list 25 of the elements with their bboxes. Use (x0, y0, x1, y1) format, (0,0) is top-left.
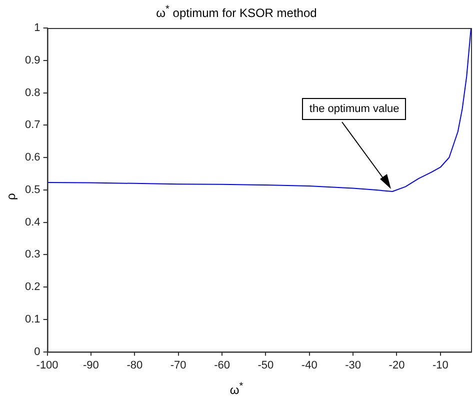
y-tick-label: 1 (34, 22, 40, 34)
y-tick-label: 0.1 (24, 313, 40, 326)
y-tick-label: 0.8 (24, 86, 40, 99)
x-tick-label: -30 (345, 359, 362, 372)
y-tick-label: 0.7 (24, 119, 40, 132)
y-tick-label: 0.6 (24, 152, 40, 164)
x-axis-title: ω$^{*}$ (228, 381, 244, 397)
y-axis-title: ρ (4, 193, 18, 200)
x-tick-label: -40 (301, 359, 318, 372)
x-tick-label: -80 (126, 359, 143, 372)
chart-title: ω$^{*}$ optimum for KSOR method (155, 4, 318, 20)
x-tick-label: -100 (36, 359, 58, 372)
x-tick-label: -10 (432, 359, 448, 372)
x-tick-label: -50 (258, 359, 274, 372)
y-tick-label: 0.3 (24, 248, 40, 261)
x-tick-label: -70 (170, 359, 186, 372)
annotation: the optimum value (302, 98, 406, 120)
y-tick-label: 0.2 (24, 281, 40, 294)
x-tick-label: -20 (388, 359, 405, 372)
y-tick-label: 0.9 (24, 54, 40, 66)
x-tick-label: -90 (83, 359, 99, 372)
y-tick-label: 0 (34, 346, 40, 358)
y-tick-label: 0.4 (24, 216, 40, 228)
y-tick-label: 0.5 (24, 184, 40, 196)
x-tick-label: -60 (214, 359, 230, 372)
